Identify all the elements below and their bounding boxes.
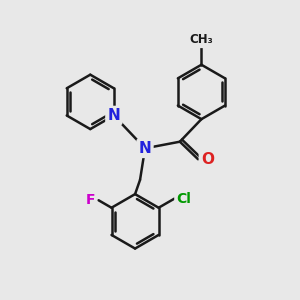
Text: O: O — [201, 152, 214, 167]
Text: F: F — [85, 193, 95, 207]
Text: N: N — [139, 141, 152, 156]
Text: Cl: Cl — [176, 192, 191, 206]
Text: N: N — [107, 108, 120, 123]
Text: CH₃: CH₃ — [190, 33, 213, 46]
